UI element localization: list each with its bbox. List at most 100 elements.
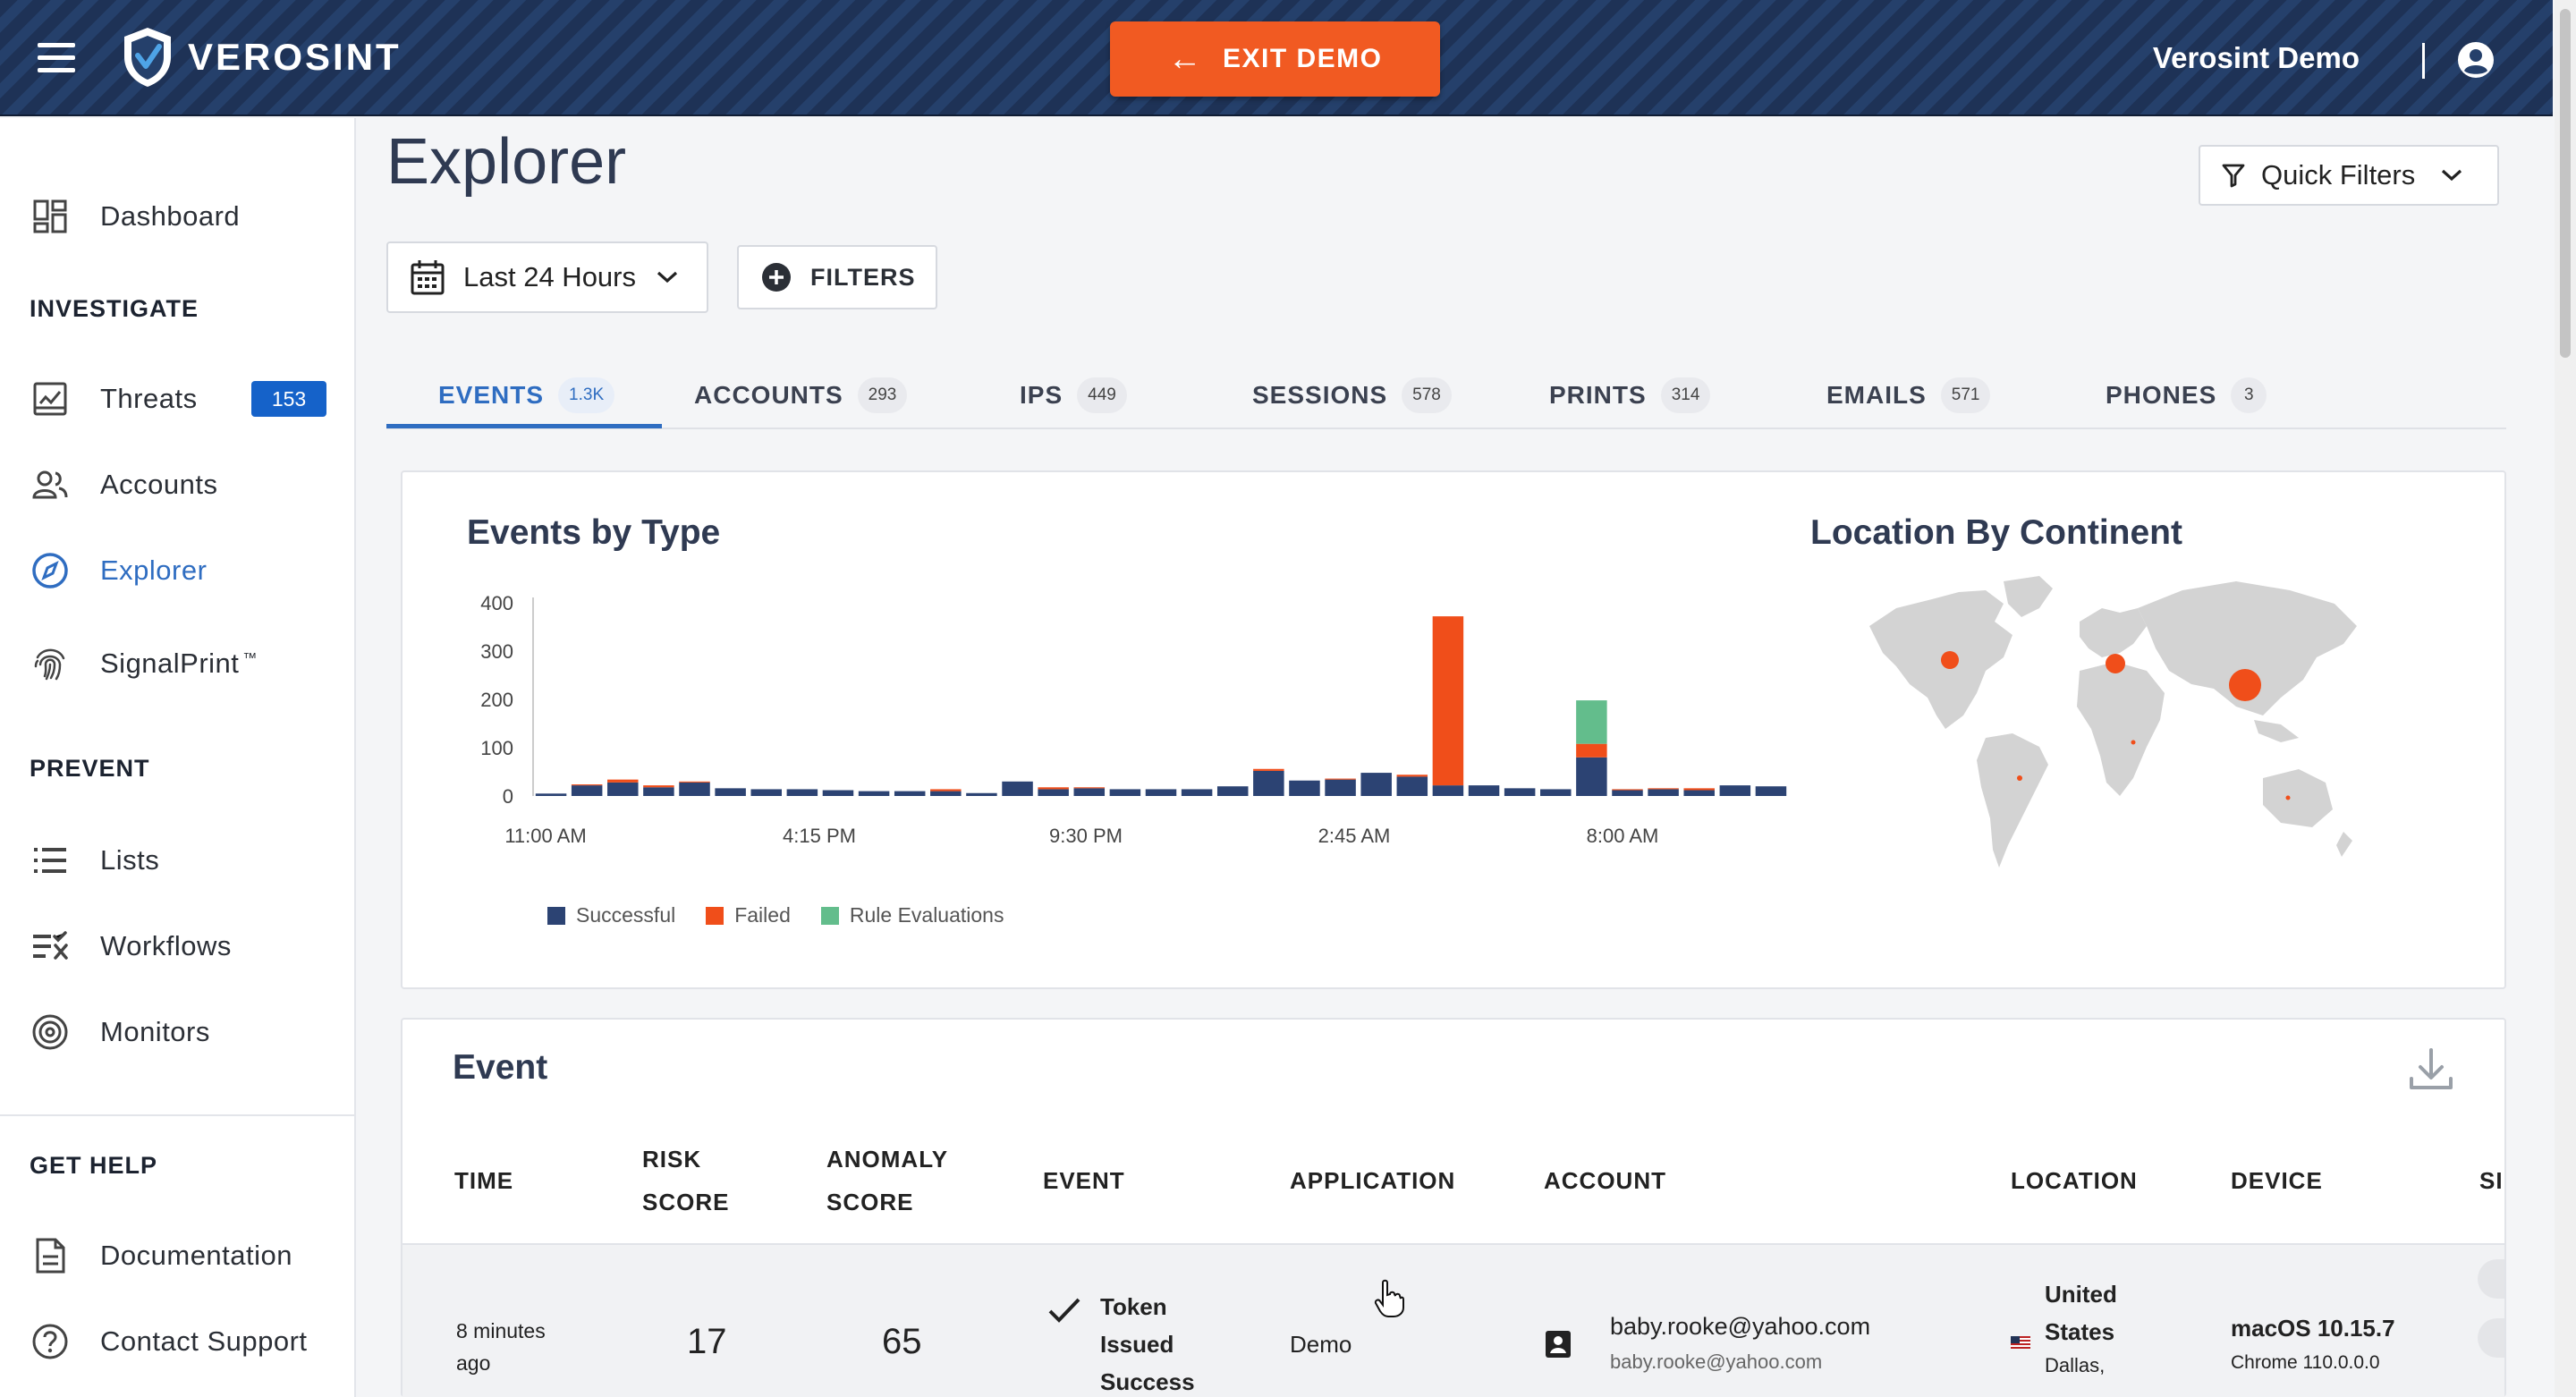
legend-item-rule-evaluations[interactable]: Rule Evaluations [820, 903, 1004, 927]
column-header-account[interactable]: ACCOUNT [1544, 1167, 1666, 1194]
bar-successful [858, 791, 890, 796]
bar-successful [1002, 781, 1033, 796]
y-tick-label: 0 [503, 785, 513, 808]
bar-successful [643, 787, 674, 796]
bar-successful [1325, 779, 1356, 796]
sidebar-item-lists[interactable]: Lists [0, 834, 356, 887]
user-name[interactable]: Verosint Demo [2152, 41, 2360, 74]
tab-prints[interactable]: PRINTS 314 [1549, 361, 1711, 429]
bar-failed [1325, 778, 1356, 780]
bar-failed [1612, 789, 1643, 791]
sidebar-item-explorer[interactable]: Explorer [0, 544, 356, 597]
section-title-investigate: INVESTIGATE [30, 295, 199, 322]
tab-count: 3 [2231, 377, 2267, 413]
sidebar-item-label: Dashboard [100, 200, 241, 232]
anomaly-score: 65 [882, 1322, 922, 1361]
bar-failed [930, 789, 962, 792]
bar-successful [930, 791, 962, 796]
tab-count: 314 [1660, 377, 1711, 413]
sidebar-item-documentation[interactable]: Documentation [0, 1229, 356, 1283]
bar-successful [679, 782, 710, 796]
legend-item-successful[interactable]: Successful [547, 903, 675, 927]
bar-successful [750, 789, 782, 796]
page-title: Explorer [386, 126, 627, 198]
column-header-location[interactable]: LOCATION [2011, 1167, 2138, 1194]
chevron-down-icon [2442, 169, 2462, 182]
bar-successful [1468, 785, 1500, 796]
check-icon [1048, 1298, 1080, 1323]
marker-north-america [1941, 651, 1959, 669]
bar-successful [1719, 785, 1751, 796]
sidebar-item-threats[interactable]: Threats 153 [0, 372, 356, 426]
download-icon[interactable] [2406, 1045, 2456, 1095]
tab-ips[interactable]: IPS 449 [1020, 361, 1127, 429]
exit-demo-button[interactable]: ← EXIT DEMO [1110, 21, 1440, 97]
add-filters-button[interactable]: FILTERS [737, 245, 937, 309]
bar-successful [1612, 790, 1643, 796]
logo[interactable]: VEROSINT [120, 25, 402, 89]
list-icon [30, 841, 70, 880]
tab-count: 578 [1402, 377, 1452, 413]
arrow-left-icon: ← [1167, 39, 1203, 78]
column-header-anomaly-score[interactable]: ANOMALY SCORE [826, 1138, 948, 1223]
column-header-time[interactable]: TIME [454, 1167, 514, 1194]
hamburger-menu-icon[interactable] [38, 43, 75, 73]
account-email[interactable]: baby.rooke@yahoo.com [1610, 1313, 1871, 1340]
sidebar-item-dashboard[interactable]: Dashboard [0, 190, 356, 243]
sidebar-item-signalprint[interactable]: SignalPrint ™ [0, 637, 356, 690]
quick-filters-dropdown[interactable]: Quick Filters [2199, 145, 2499, 206]
bar-successful [571, 785, 603, 796]
europe [2080, 608, 2147, 657]
threats-count-badge: 153 [251, 381, 326, 417]
legend-swatch [547, 906, 565, 925]
tab-accounts[interactable]: ACCOUNTS 293 [694, 361, 908, 429]
tab-events[interactable]: EVENTS 1.3K [438, 361, 615, 429]
column-header-application[interactable]: APPLICATION [1290, 1167, 1456, 1194]
legend-label: Failed [734, 903, 791, 927]
scrollbar-thumb[interactable] [2560, 9, 2571, 358]
australia [2263, 769, 2333, 827]
date-range-select[interactable]: Last 24 Hours [386, 241, 708, 313]
bar-successful [1504, 788, 1536, 796]
bar-failed [1396, 775, 1428, 777]
sidebar-item-contact-support[interactable]: Contact Support [0, 1315, 356, 1368]
bar-successful [1755, 786, 1787, 796]
tab-emails[interactable]: EMAILS 571 [1826, 361, 1991, 429]
sidebar-item-accounts[interactable]: Accounts [0, 458, 356, 512]
marker-oceania [2285, 795, 2291, 800]
signal-pill-top[interactable] [2478, 1259, 2504, 1299]
column-header-event[interactable]: EVENT [1043, 1167, 1125, 1194]
sidebar-item-monitors[interactable]: Monitors [0, 1005, 356, 1059]
column-header-risk-score[interactable]: RISK SCORE [642, 1138, 729, 1223]
legend-label: Rule Evaluations [849, 903, 1004, 927]
marker-europe [2106, 654, 2125, 673]
bar-successful [535, 793, 567, 796]
bar-failed [1432, 616, 1464, 786]
bar-successful [1253, 770, 1284, 796]
asia [2138, 581, 2357, 715]
table-row[interactable] [402, 1243, 2504, 1397]
user-avatar-icon[interactable] [2456, 40, 2496, 80]
top-bar: VEROSINT ← EXIT DEMO Verosint Demo [0, 0, 2553, 116]
location-by-continent-title: Location By Continent [1810, 513, 2182, 552]
column-header-si[interactable]: SI [2479, 1167, 2504, 1194]
legend-item-failed[interactable]: Failed [706, 903, 791, 927]
bar-successful [607, 782, 639, 796]
tab-sessions[interactable]: SESSIONS 578 [1252, 361, 1452, 429]
plus-circle-icon [762, 263, 791, 292]
header-line: SCORE [826, 1189, 914, 1215]
tab-phones[interactable]: PHONES 3 [2106, 361, 2267, 429]
sidebar-item-workflows[interactable]: Workflows [0, 919, 356, 973]
event-line: Success [1100, 1368, 1195, 1395]
bar-successful [1576, 757, 1607, 796]
risk-score: 17 [687, 1322, 727, 1361]
device-browser: Chrome 110.0.0.0 [2231, 1352, 2380, 1373]
tab-count: 1.3K [558, 377, 615, 413]
column-header-device[interactable]: DEVICE [2231, 1167, 2323, 1194]
bar-successful [1109, 789, 1141, 796]
bar-failed [643, 785, 674, 788]
shield-logo-icon [124, 28, 171, 87]
threats-icon [30, 379, 70, 419]
bar-successful [1360, 773, 1392, 796]
signal-pill-bottom[interactable] [2478, 1318, 2504, 1358]
